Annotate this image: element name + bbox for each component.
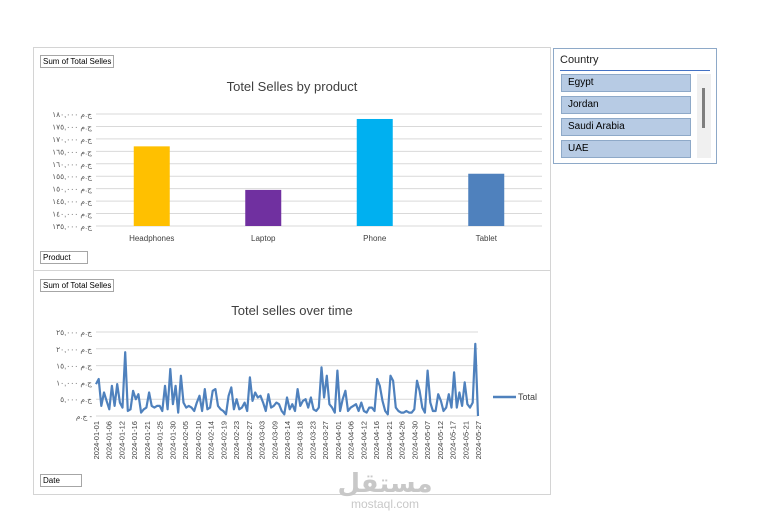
- line-x-tick-label: 2024-04-30: [410, 421, 419, 459]
- bar-value-field-button[interactable]: Sum of Total Selles: [40, 55, 115, 68]
- line-x-tick-label: 2024-03-18: [296, 421, 305, 459]
- legend-label-total: Total: [518, 392, 537, 402]
- country-slicer: Country Egypt Jordan Saudi Arabia UAE: [553, 48, 717, 164]
- line-x-tick-label: 2024-01-06: [105, 421, 114, 459]
- line-x-tick-label: 2024-04-01: [334, 421, 343, 459]
- line-x-tick-label: 2024-01-30: [168, 421, 177, 459]
- bar-chart-panel: Sum of Total Selles Totel Selles by prod…: [33, 47, 551, 271]
- bar-x-tick-label: Tablet: [476, 234, 498, 243]
- slicer-item-egypt[interactable]: Egypt: [561, 74, 691, 92]
- bar-y-tick-label: ج.م ١٤٥,٠٠٠: [52, 197, 93, 206]
- line-x-tick-label: 2024-04-12: [359, 421, 368, 459]
- bar-y-tick-label: ج.م ١٦٠,٠٠٠: [52, 160, 93, 169]
- slicer-header: Country: [560, 54, 599, 66]
- bar-y-tick-label: ج.م ١٥٠,٠٠٠: [52, 185, 93, 194]
- bar-y-tick-label: ج.م ١٥٥,٠٠٠: [52, 172, 93, 181]
- line-y-tick-label: ج.م -: [76, 412, 93, 421]
- line-x-tick-label: 2024-05-07: [423, 421, 432, 459]
- slicer-item-uae[interactable]: UAE: [561, 140, 691, 158]
- slicer-scrollbar[interactable]: [697, 74, 711, 158]
- line-x-tick-label: 2024-01-16: [130, 421, 139, 459]
- line-x-axis: 2024-01-01 2024-01-06 2024-01-12 2024-01-16…: [92, 421, 483, 459]
- line-y-tick-label: ج.م ٢٠,٠٠٠: [56, 345, 93, 354]
- bar-y-tick-label: ج.م ١٤٠,٠٠٠: [52, 210, 93, 219]
- slicer-scroll-thumb[interactable]: [702, 88, 705, 128]
- line-x-tick-label: 2024-03-14: [283, 421, 292, 459]
- watermark-logo: مستقل mostaql.com: [330, 470, 440, 510]
- watermark-url: mostaql.com: [350, 497, 420, 511]
- bar-x-tick-label: Laptop: [251, 234, 276, 243]
- line-x-tick-label: 2024-02-14: [207, 421, 216, 459]
- line-x-tick-label: 2024-04-16: [372, 421, 381, 459]
- line-series-total[interactable]: [95, 342, 480, 417]
- line-x-tick-label: 2024-04-06: [347, 421, 356, 459]
- line-x-tick-label: 2024-03-09: [270, 421, 279, 459]
- line-y-axis: ج.م - ج.م ٥,٠٠٠ ج.م ١٠,٠٠٠ ج.م ١٥,٠٠٠ ج.م ٢٠…: [56, 328, 93, 421]
- bar-headphones[interactable]: [133, 146, 170, 226]
- slicer-item-saudi-arabia[interactable]: Saudi Arabia: [561, 118, 691, 136]
- line-x-tick-label: 2024-04-26: [398, 421, 407, 459]
- bar-y-tick-label: ج.م ١٨٠,٠٠٠: [52, 110, 93, 119]
- line-x-tick-label: 2024-02-10: [194, 421, 203, 459]
- bar-y-tick-label: ج.م ١٧٠,٠٠٠: [52, 135, 93, 144]
- line-x-tick-label: 2024-05-21: [461, 421, 470, 459]
- slicer-item-jordan[interactable]: Jordan: [561, 96, 691, 114]
- line-y-tick-label: ج.م ١٥,٠٠٠: [56, 362, 93, 371]
- line-y-tick-label: ج.م ١٠,٠٠٠: [56, 378, 93, 387]
- bar-y-tick-label: ج.م ١٦٥,٠٠٠: [52, 147, 93, 156]
- bar-phone[interactable]: [356, 118, 393, 226]
- line-x-tick-label: 2024-03-23: [308, 421, 317, 459]
- watermark-logo-text: مستقل: [337, 469, 433, 499]
- line-x-tick-label: 2024-03-03: [258, 421, 267, 459]
- bar-y-tick-label: ج.م ١٧٥,٠٠٠: [52, 122, 93, 131]
- bar-category-field-button[interactable]: Product: [40, 251, 88, 264]
- bar-x-tick-label: Phone: [363, 234, 387, 243]
- line-chart-title: Totel selles over time: [231, 303, 352, 318]
- line-x-tick-label: 2024-01-25: [156, 421, 165, 459]
- bar-gridlines: [96, 113, 542, 227]
- line-x-tick-label: 2024-01-21: [143, 421, 152, 459]
- line-x-tick-label: 2024-04-21: [385, 421, 394, 459]
- line-x-tick-label: 2024-01-12: [117, 421, 126, 459]
- bar-y-tick-label: ج.م ١٣٥,٠٠٠: [52, 222, 93, 231]
- line-chart-panel: Sum of Total Selles Totel selles over ti…: [33, 270, 551, 495]
- line-x-tick-label: 2024-02-27: [245, 421, 254, 459]
- line-x-tick-label: 2024-05-12: [436, 421, 445, 459]
- bar-chart-title: Totel Selles by product: [227, 79, 358, 94]
- line-x-tick-label: 2024-02-05: [181, 421, 190, 459]
- line-category-field-button[interactable]: Date: [40, 474, 82, 487]
- line-x-tick-label: 2024-02-23: [232, 421, 241, 459]
- line-value-field-button[interactable]: Sum of Total Selles: [40, 279, 115, 292]
- line-series: [95, 342, 480, 417]
- bar-series: [133, 118, 505, 226]
- bar-x-tick-label: Headphones: [129, 234, 174, 243]
- line-x-tick-label: 2024-01-01: [92, 421, 101, 459]
- bar-tablet[interactable]: [468, 173, 505, 226]
- line-x-tick-label: 2024-03-27: [321, 421, 330, 459]
- line-chart: Totel selles over time ج.م -ج.م ٥,٠٠٠ج.م…: [56, 303, 537, 459]
- bar-y-axis: ج.م ١٣٥,٠٠٠ ج.م ١٤٠,٠٠٠ ج.م ١٤٥,٠٠٠ ج.م ١٥٠…: [52, 110, 93, 231]
- bar-x-axis: Headphones Laptop Phone Tablet: [129, 234, 498, 243]
- bar-laptop[interactable]: [245, 189, 282, 226]
- line-legend: Total: [493, 392, 537, 402]
- line-x-tick-label: 2024-02-19: [219, 421, 228, 459]
- line-x-tick-label: 2024-05-27: [474, 421, 483, 459]
- line-y-tick-label: ج.م ٢٥,٠٠٠: [56, 328, 93, 337]
- slicer-header-rule: [560, 70, 710, 71]
- line-x-tick-label: 2024-05-17: [449, 421, 458, 459]
- line-y-tick-label: ج.م ٥,٠٠٠: [60, 395, 93, 404]
